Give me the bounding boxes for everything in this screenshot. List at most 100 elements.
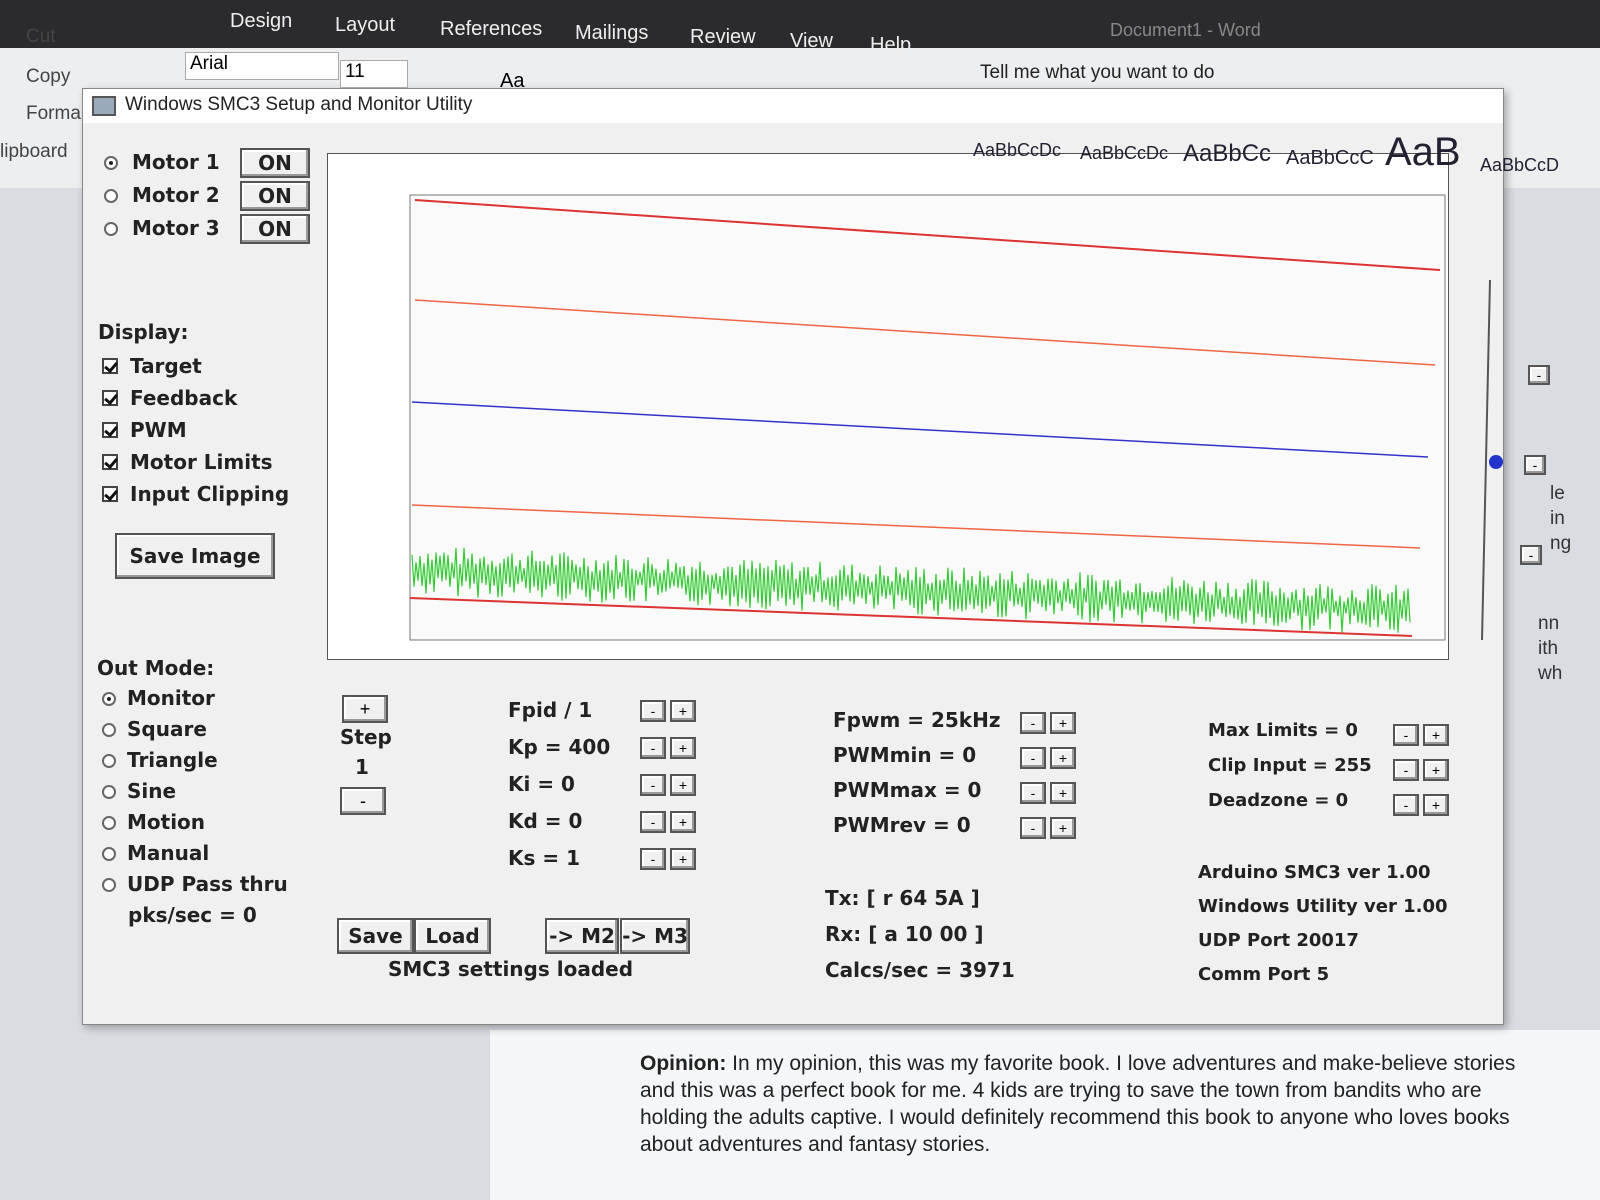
pwm-setting: PWMmax = 0 (833, 778, 982, 802)
out-mode-option: Square (127, 717, 207, 741)
out-mode-radio[interactable] (102, 723, 116, 737)
minus-button[interactable]: - (640, 774, 666, 796)
plus-button[interactable]: + (670, 700, 696, 722)
plus-button[interactable]: + (1050, 712, 1076, 734)
limit-setting: Deadzone = 0 (1208, 790, 1349, 811)
search-box[interactable]: Tell me what you want to do (980, 62, 1215, 83)
slider-thumb[interactable] (1489, 455, 1503, 469)
minus-button[interactable]: - (1020, 817, 1046, 839)
clipboard-item[interactable]: Cut (26, 26, 56, 47)
out-mode-label: Out Mode: (97, 656, 215, 680)
minus-button[interactable]: - (640, 848, 666, 870)
side-minus[interactable]: - (1528, 365, 1550, 385)
comm-status: Rx: [ a 10 00 ] (825, 922, 984, 946)
out-mode-option: Manual (127, 841, 210, 865)
font-name[interactable]: Arial (185, 52, 339, 80)
side-minus[interactable]: - (1520, 545, 1542, 565)
dialog-title: Windows SMC3 Setup and Monitor Utility (125, 94, 473, 115)
settings-button[interactable]: Load (414, 918, 491, 954)
style-preview[interactable]: AaB (1385, 130, 1461, 174)
minus-button[interactable]: - (640, 811, 666, 833)
style-preview[interactable]: AaBbCcDc (1080, 143, 1169, 163)
step-minus[interactable]: - (340, 787, 386, 815)
display-checkbox[interactable] (102, 422, 118, 438)
display-checkbox[interactable] (102, 358, 118, 374)
style-preview[interactable]: AaBbCc (1183, 140, 1272, 167)
display-checkbox[interactable] (102, 454, 118, 470)
change-case[interactable]: Aa (500, 70, 525, 92)
limit-setting: Clip Input = 255 (1208, 755, 1372, 776)
display-checkbox[interactable] (102, 390, 118, 406)
clipboard-item[interactable]: Copy (26, 66, 71, 87)
pid-setting: Ki = 0 (508, 772, 575, 796)
plus-button[interactable]: + (1423, 759, 1449, 781)
ribbon-tab[interactable]: Design (230, 10, 293, 32)
plus-button[interactable]: + (1050, 817, 1076, 839)
plot-area (409, 194, 1446, 641)
ribbon-tab[interactable]: References (440, 18, 543, 40)
step-label: Step (340, 725, 392, 749)
out-mode-option: Triangle (127, 748, 218, 772)
pid-setting: Kd = 0 (508, 809, 583, 833)
ribbon-tab[interactable]: View (790, 30, 833, 52)
plus-button[interactable]: + (670, 848, 696, 870)
lower-limit-trace (409, 597, 1413, 637)
minus-button[interactable]: - (1393, 724, 1419, 746)
minus-button[interactable]: - (640, 700, 666, 722)
dialog-title-bar (83, 89, 1503, 123)
step-plus[interactable]: + (342, 695, 388, 723)
step-value: 1 (355, 755, 369, 779)
plus-button[interactable]: + (670, 737, 696, 759)
display-checkbox[interactable] (102, 486, 118, 502)
out-mode-option: UDP Pass thru (127, 872, 288, 896)
ribbon-tab[interactable]: Mailings (575, 22, 649, 44)
plus-button[interactable]: + (1423, 724, 1449, 746)
ribbon-tab[interactable]: Review (690, 26, 756, 48)
motor-label: Motor 1 (132, 150, 220, 174)
minus-button[interactable]: - (1393, 759, 1419, 781)
out-mode-radio[interactable] (102, 878, 116, 892)
version-info: Windows Utility ver 1.00 (1198, 896, 1448, 917)
plus-button[interactable]: + (1050, 782, 1076, 804)
plus-button[interactable]: + (1423, 794, 1449, 816)
minus-button[interactable]: - (1020, 712, 1046, 734)
plus-button[interactable]: + (670, 774, 696, 796)
side-fragment: le (1550, 483, 1565, 504)
pwm-setting: Fpwm = 25kHz (833, 708, 1001, 732)
style-preview[interactable]: AaBbCcC (1286, 147, 1374, 169)
ribbon-tab[interactable]: Layout (335, 14, 396, 36)
lower-clip-trace (411, 504, 1421, 549)
plus-button[interactable]: + (1050, 747, 1076, 769)
motor-radio[interactable] (104, 156, 118, 170)
save-image-button[interactable]: Save Image (115, 533, 275, 579)
window-title: Document1 - Word (1110, 20, 1261, 40)
clipboard-item[interactable]: Forma (26, 103, 81, 124)
out-mode-radio[interactable] (102, 847, 116, 861)
minus-button[interactable]: - (640, 737, 666, 759)
minus-button[interactable]: - (1393, 794, 1419, 816)
plus-button[interactable]: + (670, 811, 696, 833)
minus-button[interactable]: - (1020, 747, 1046, 769)
out-mode-radio[interactable] (102, 754, 116, 768)
settings-button[interactable]: -> M2 (545, 918, 619, 954)
side-minus[interactable]: - (1524, 455, 1546, 475)
out-mode-radio[interactable] (102, 692, 116, 706)
motor-on-button[interactable]: ON (240, 148, 310, 178)
motor-radio[interactable] (104, 189, 118, 203)
motor-on-button[interactable]: ON (240, 214, 310, 244)
minus-button[interactable]: - (1020, 782, 1046, 804)
motor-radio[interactable] (104, 222, 118, 236)
style-preview[interactable]: AaBbCcDc (973, 140, 1062, 160)
settings-button[interactable]: -> M3 (620, 918, 690, 954)
style-preview[interactable]: AaBbCcD (1480, 155, 1560, 175)
dialog-icon (92, 96, 116, 116)
side-fragment: nn (1538, 613, 1560, 634)
motor-on-button[interactable]: ON (240, 181, 310, 211)
out-mode-radio[interactable] (102, 785, 116, 799)
ribbon-tab[interactable]: Help (870, 34, 912, 56)
settings-button[interactable]: Save (337, 918, 414, 954)
font-size[interactable]: 11 (340, 60, 408, 88)
out-mode-radio[interactable] (102, 816, 116, 830)
display-label: Display: (98, 320, 189, 344)
